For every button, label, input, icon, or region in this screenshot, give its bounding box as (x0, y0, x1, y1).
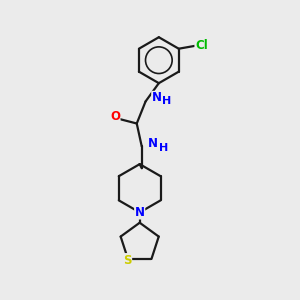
Text: H: H (163, 96, 172, 106)
Text: H: H (159, 143, 168, 153)
Text: O: O (110, 110, 120, 123)
Text: S: S (123, 254, 132, 267)
Text: N: N (148, 137, 158, 150)
Text: N: N (135, 206, 145, 219)
Text: N: N (152, 92, 162, 104)
Text: Cl: Cl (195, 39, 208, 52)
